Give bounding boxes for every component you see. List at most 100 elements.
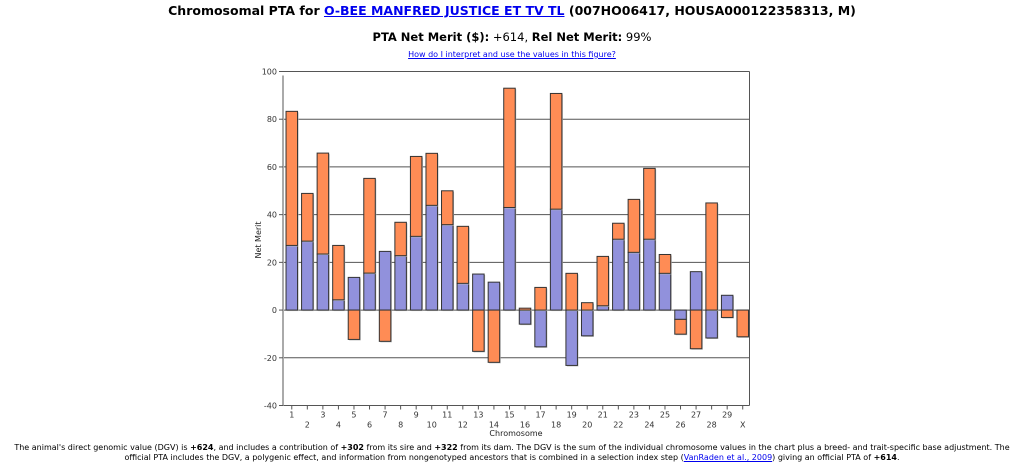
x-axis-title: Chromosome: [489, 429, 542, 438]
x-tick-label: 22: [613, 421, 623, 430]
x-tick-label: 28: [707, 421, 717, 430]
orange-bar: [472, 309, 485, 352]
y-tick-label: -20: [264, 354, 277, 363]
x-tick-label: 15: [504, 411, 514, 420]
dam-contribution: +322: [434, 443, 458, 452]
orange-bar: [705, 202, 718, 311]
grid-lines: [283, 71, 750, 359]
x-tick-label: X: [740, 421, 746, 430]
purple-bar: [285, 244, 299, 311]
orange-bar: [518, 307, 532, 311]
page-title: Chromosomal PTA for O-BEE MANFRED JUSTIC…: [0, 3, 1024, 18]
title-prefix: Chromosomal PTA for: [168, 3, 324, 18]
x-tick-label: 16: [520, 421, 530, 430]
purple-bar: [518, 309, 532, 325]
x-tick-label: 10: [427, 421, 437, 430]
orange-bar: [425, 152, 438, 206]
purple-bar: [580, 309, 594, 337]
x-tick-label: 3: [320, 411, 325, 420]
orange-bar: [332, 244, 345, 301]
y-tick-label: 20: [267, 258, 277, 267]
purple-bar: [378, 250, 392, 311]
purple-bar: [689, 271, 703, 311]
orange-bar: [378, 309, 392, 342]
y-tick-label: 80: [267, 115, 277, 124]
x-tick-label: 4: [336, 421, 341, 430]
x-tick-label: 19: [567, 411, 577, 420]
help-link-container: How do I interpret and use the values in…: [0, 50, 1024, 59]
purple-bar: [534, 309, 547, 348]
purple-bar: [409, 235, 423, 311]
pta-value: +614,: [489, 30, 532, 44]
footer-text: , and includes a contribution of: [213, 443, 341, 452]
orange-bar: [534, 286, 547, 311]
x-tick-label: 20: [582, 421, 592, 430]
purple-bar: [627, 251, 641, 311]
orange-bar: [456, 225, 470, 284]
orange-bar: [643, 167, 656, 240]
purple-bar: [612, 238, 625, 311]
footer-text: from its sire and: [364, 443, 435, 452]
x-tick-label: 8: [398, 421, 403, 430]
x-tick-label: 1: [289, 411, 294, 420]
orange-bar: [580, 302, 594, 311]
purple-bar: [674, 309, 687, 320]
x-tick-label: 12: [458, 421, 468, 430]
rel-label: Rel Net Merit:: [531, 30, 623, 44]
axes: [282, 71, 750, 406]
x-tick-label: 7: [383, 411, 388, 420]
orange-bar: [347, 309, 361, 340]
orange-bar: [720, 309, 734, 318]
pta-summary: PTA Net Merit ($): +614, Rel Net Merit: …: [0, 30, 1024, 44]
orange-bar: [689, 309, 703, 350]
x-tick-label: 29: [722, 411, 732, 420]
x-tick-label: 5: [351, 411, 356, 420]
orange-bar: [409, 155, 423, 237]
purple-bar: [332, 299, 345, 311]
y-tick-label: 60: [267, 163, 277, 172]
y-ticks: -40 -20 0 20 40 60 80 100: [262, 68, 283, 411]
orange-bar: [736, 309, 749, 338]
orange-bar: [565, 272, 578, 311]
purple-bar: [316, 253, 330, 311]
orange-bar: [441, 190, 454, 226]
orange-bar: [285, 110, 299, 246]
x-tick-label: 27: [691, 411, 701, 420]
footer-text: The animal's direct genomic value (DGV) …: [14, 443, 191, 452]
x-tick-label: 13: [473, 411, 483, 420]
footer-text: from its dam. The DGV is the sum of the …: [124, 443, 1010, 462]
purple-bar: [425, 204, 438, 311]
x-tick-label: 26: [675, 421, 685, 430]
y-tick-label: 0: [272, 306, 277, 315]
x-tick-label: 25: [660, 411, 670, 420]
x-tick-label: 23: [629, 411, 639, 420]
purple-bar: [658, 272, 672, 311]
animal-name-link[interactable]: O-BEE MANFRED JUSTICE ET TV TL: [323, 3, 565, 18]
orange-bar: [612, 222, 625, 240]
x-tick-label: 21: [598, 411, 608, 420]
footer-description: The animal's direct genomic value (DGV) …: [0, 443, 1024, 462]
purple-bar: [549, 208, 563, 311]
orange-bar: [658, 253, 672, 274]
x-tick-label: 14: [489, 421, 499, 430]
help-link[interactable]: How do I interpret and use the values in…: [408, 50, 616, 59]
x-tick-label: 17: [535, 411, 545, 420]
x-tick-label: 9: [414, 411, 419, 420]
footer-text: ) giving an official PTA of: [772, 452, 874, 462]
rel-value: 99%: [622, 30, 652, 44]
y-tick-label: 40: [267, 211, 277, 220]
footer-text: .: [896, 452, 900, 462]
purple-bar: [472, 273, 485, 311]
purple-bar: [441, 224, 454, 311]
reference-link[interactable]: VanRaden et al., 2009: [683, 452, 773, 462]
purple-bar: [301, 240, 314, 311]
orange-bar: [487, 309, 501, 363]
x-tick-label: 2: [305, 421, 310, 430]
orange-bar: [503, 87, 516, 208]
purple-bar: [394, 255, 407, 311]
orange-bar: [674, 318, 687, 335]
pta-label: PTA Net Merit ($):: [372, 30, 490, 44]
purple-bar: [347, 276, 361, 311]
x-tick-label: 6: [367, 421, 372, 430]
